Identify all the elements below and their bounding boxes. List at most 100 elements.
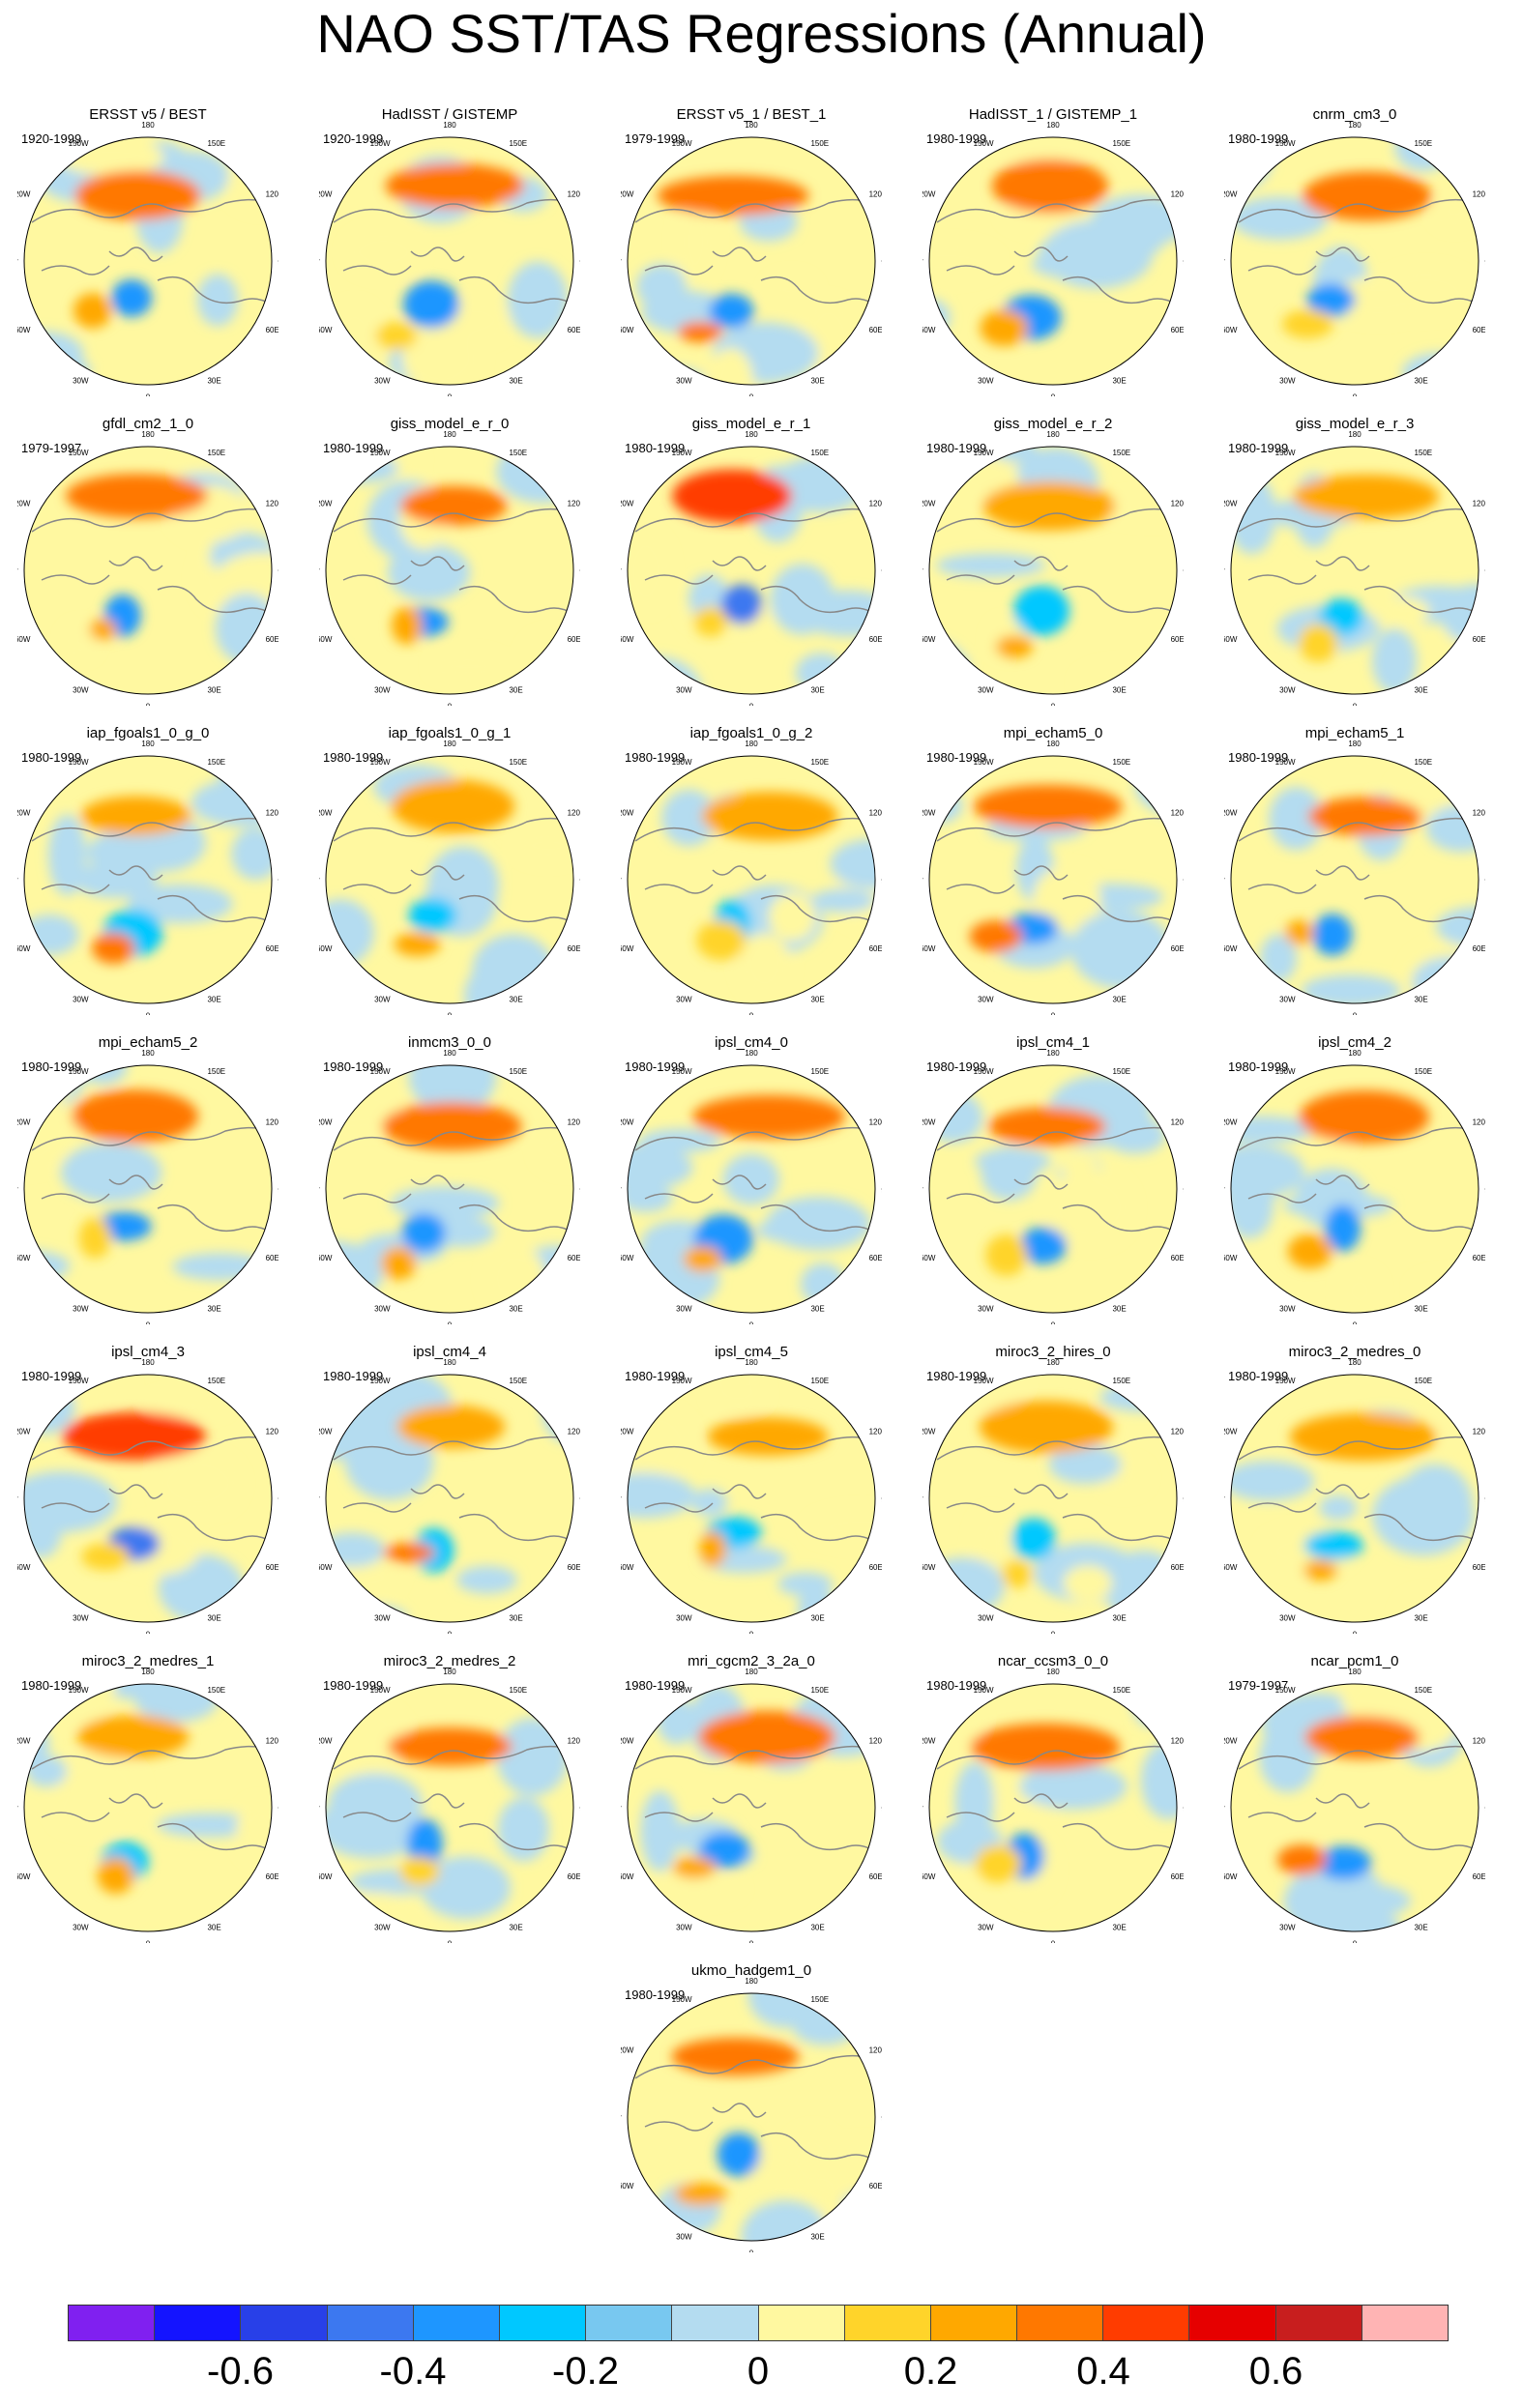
map-boundary — [627, 1374, 876, 1623]
panel-title: giss_model_e_r_0 — [390, 416, 510, 432]
anomaly-region — [1375, 596, 1430, 625]
map-panel: giss_model_e_r_21800150W150E120W120E90W9… — [923, 416, 1184, 706]
longitude-tick-label: 120E — [266, 808, 278, 817]
colorbar-swatch — [930, 2306, 1018, 2340]
longitude-tick-label: 180 — [745, 1977, 758, 1986]
longitude-tick-label: 30E — [810, 1614, 824, 1623]
panel-period: 1980-1999 — [323, 1678, 384, 1693]
longitude-tick-label: 30W — [1279, 686, 1296, 695]
longitude-tick-label: 90E — [881, 567, 882, 576]
longitude-tick-label: 60W — [923, 326, 936, 334]
longitude-tick-label: 30E — [1414, 1924, 1427, 1932]
colorbar-swatch — [69, 2306, 156, 2340]
colorbar-label: -0.4 — [379, 2350, 447, 2393]
longitude-tick-label: 60W — [319, 1254, 333, 1262]
panel-period: 1980-1999 — [926, 441, 987, 455]
coastline — [333, 1745, 573, 1862]
longitude-tick-label: 150W — [69, 1067, 89, 1076]
panel-period: 1920-1999 — [323, 131, 384, 146]
longitude-tick-label: 30W — [374, 377, 391, 386]
longitude-tick-label: 60E — [1171, 635, 1184, 644]
anomaly-region — [981, 1146, 1038, 1201]
anomaly-region — [636, 264, 687, 309]
longitude-tick-label: 0 — [146, 1011, 151, 1015]
polar-map: 1800150W150E120W120E90W90E60W60E30W30E — [17, 1049, 278, 1324]
anomaly-region — [516, 1600, 573, 1622]
longitude-tick-label: 0 — [448, 1939, 453, 1943]
longitude-tick-label: 150W — [974, 1686, 994, 1695]
panel-title: ipsl_cm4_5 — [715, 1344, 788, 1360]
anomaly-region — [1402, 352, 1478, 385]
panel-title: miroc3_2_medres_2 — [383, 1653, 516, 1669]
coastline — [31, 817, 272, 934]
longitude-tick-label: 120W — [319, 1117, 333, 1126]
panel-title: giss_model_e_r_3 — [1295, 416, 1415, 432]
anomaly-region — [683, 1246, 722, 1272]
longitude-tick-label: 150W — [974, 758, 994, 767]
longitude-tick-label: 150E — [1414, 139, 1432, 148]
longitude-tick-label: 0 — [146, 392, 151, 396]
colorbar-swatch — [1017, 2306, 1104, 2340]
longitude-tick-label: 150W — [974, 449, 994, 457]
longitude-tick-label: 0 — [749, 392, 754, 396]
longitude-tick-label: 150E — [1112, 1377, 1130, 1385]
longitude-tick-label: 150W — [1275, 139, 1296, 148]
longitude-tick-label: 120E — [869, 1117, 882, 1126]
anomaly-region — [696, 920, 747, 961]
longitude-tick-label: 150E — [810, 139, 829, 148]
longitude-tick-label: 0 — [1353, 702, 1358, 706]
longitude-tick-label: 150E — [1112, 758, 1130, 767]
longitude-tick-label: 60E — [869, 326, 882, 334]
anomaly-region — [721, 584, 762, 624]
panel-period: 1980-1999 — [323, 1059, 384, 1074]
panel-title: HadISST_1 / GISTEMP_1 — [968, 106, 1138, 123]
anomaly-region — [672, 469, 793, 524]
longitude-tick-label: 150E — [810, 1995, 829, 2004]
polar-map: 1800150W150E120W120E90W90E60W60E30W30E — [621, 740, 882, 1015]
anomaly-region — [71, 1089, 199, 1144]
anomaly-region — [768, 892, 816, 942]
longitude-tick-label: 30E — [1112, 1614, 1126, 1623]
map-boundary — [627, 1064, 876, 1314]
anomaly-region — [970, 1723, 1121, 1771]
panel-title: mpi_echam5_2 — [98, 1034, 198, 1051]
anomaly-region — [430, 651, 507, 682]
longitude-tick-label: 30E — [810, 1924, 824, 1932]
longitude-tick-label: 60E — [1473, 1254, 1485, 1262]
anomaly-region — [337, 1605, 408, 1622]
longitude-tick-label: 30W — [978, 1924, 994, 1932]
anomaly-region — [47, 814, 87, 896]
longitude-tick-label: 150W — [1275, 1377, 1296, 1385]
colorbar-swatch — [413, 2306, 500, 2340]
longitude-tick-label: 180 — [1348, 1358, 1362, 1367]
longitude-tick-label: 150E — [509, 1686, 527, 1695]
longitude-tick-label: 150E — [1112, 139, 1130, 148]
anomaly-region — [388, 1727, 513, 1766]
anomaly-region — [60, 1142, 162, 1203]
longitude-tick-label: 0 — [1051, 392, 1056, 396]
longitude-tick-label: 150E — [1112, 1067, 1130, 1076]
longitude-tick-label: 180 — [745, 1049, 758, 1058]
map-panel: ERSST v5 / BEST1800150W150E120W120E90W90… — [17, 106, 278, 396]
panel-period: 1979-1999 — [625, 131, 686, 146]
longitude-tick-label: 90W — [17, 1805, 18, 1813]
anomaly-region — [27, 657, 65, 694]
longitude-tick-label: 60E — [568, 1254, 580, 1262]
coastline — [1238, 1126, 1479, 1243]
anomaly-region — [975, 1844, 1022, 1883]
panel-title: ipsl_cm4_0 — [715, 1034, 788, 1051]
map-boundary — [1230, 136, 1479, 386]
longitude-tick-label: 180 — [443, 1668, 456, 1676]
map-boundary — [627, 755, 876, 1004]
longitude-tick-label: 150E — [810, 1067, 829, 1076]
longitude-tick-label: 30E — [810, 2233, 824, 2242]
longitude-tick-label: 90E — [881, 1186, 882, 1195]
longitude-tick-label: 150W — [672, 1377, 692, 1385]
map-boundary — [928, 1064, 1178, 1314]
panel-title: mpi_echam5_1 — [1304, 725, 1405, 741]
